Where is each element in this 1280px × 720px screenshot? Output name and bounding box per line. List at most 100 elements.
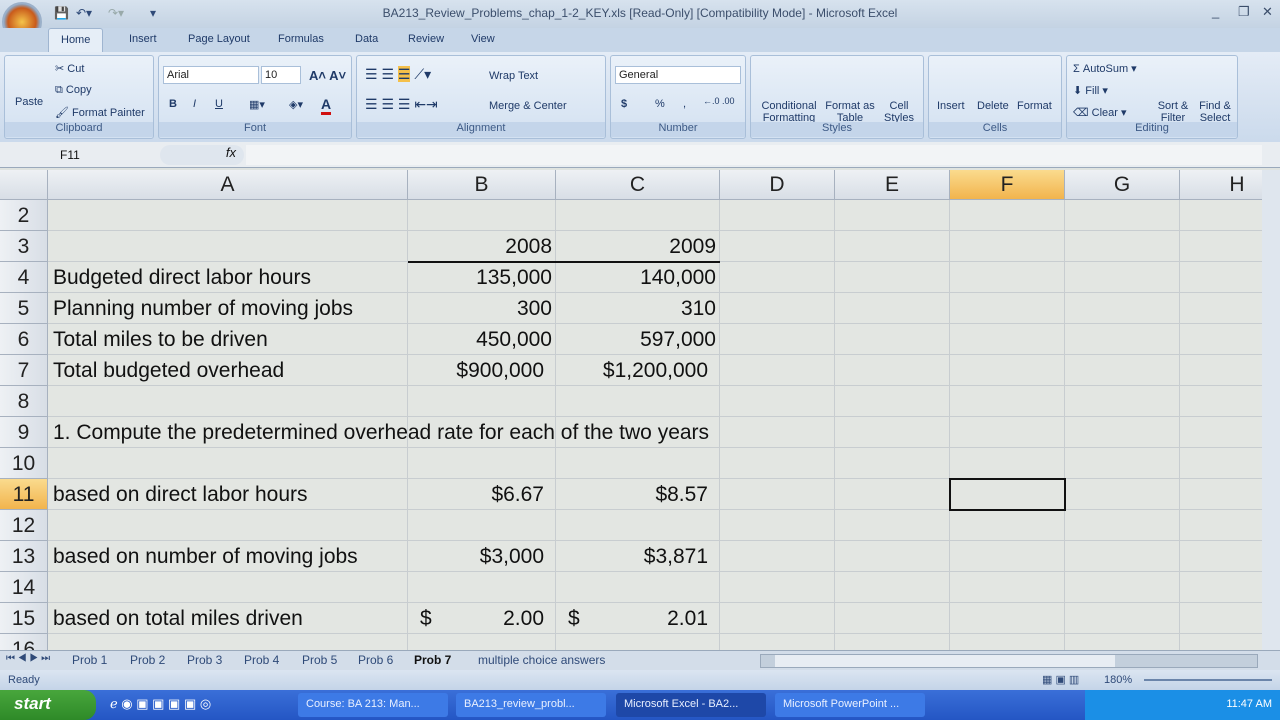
format-button[interactable]: Format (1017, 100, 1052, 112)
tab-review[interactable]: Review (408, 33, 445, 45)
row-header[interactable]: 3 (0, 231, 48, 262)
underline-button[interactable]: U (215, 98, 223, 110)
cell-a7[interactable]: Total budgeted overhead (53, 359, 285, 382)
autosum-button[interactable]: Σ AutoSum ▾ (1073, 63, 1137, 75)
sheet-tab-prob-1[interactable]: Prob 1 (72, 653, 108, 667)
view-buttons[interactable]: ▦ ▣ ▥ (1042, 674, 1080, 686)
column-header-d[interactable]: D (720, 170, 835, 200)
cell-b4[interactable]: 135,000 (476, 266, 552, 289)
delete-button[interactable]: Delete (977, 100, 1009, 112)
fill-button[interactable]: ⬇ Fill ▾ (1073, 85, 1108, 97)
decimal-icon[interactable]: ←.0 .00 (703, 96, 735, 106)
row-header[interactable]: 14 (0, 572, 48, 603)
start-button[interactable]: start (0, 690, 96, 720)
borders-icon[interactable]: ▦▾ (249, 99, 265, 111)
format-painter-button[interactable]: 🖌 Format Painter (55, 107, 145, 119)
cell-a9[interactable]: 1. Compute the predetermined overhead ra… (53, 421, 710, 444)
zoom-level[interactable]: 180% (1104, 674, 1133, 686)
vertical-scrollbar[interactable] (1262, 170, 1280, 650)
taskbar-item[interactable]: Microsoft PowerPoint ... (775, 693, 925, 717)
cell-c15[interactable]: 2.01 (667, 607, 708, 630)
tab-view[interactable]: View (471, 33, 495, 45)
close-icon[interactable]: ✕ (1262, 4, 1273, 19)
column-header-g[interactable]: G (1065, 170, 1180, 200)
cell-c13[interactable]: $3,871 (643, 545, 708, 568)
selected-cell-f11[interactable] (949, 478, 1066, 511)
column-header-b[interactable]: B (408, 170, 556, 200)
minimize-icon[interactable]: _ (1212, 4, 1220, 19)
cell-c5[interactable]: 310 (680, 297, 716, 320)
tab-home[interactable]: Home (48, 28, 104, 52)
number-format-select[interactable]: General (615, 66, 741, 84)
cell-c6[interactable]: 597,000 (640, 328, 716, 351)
sheet-tab-prob-3[interactable]: Prob 3 (187, 653, 223, 667)
cell-a13[interactable]: based on number of moving jobs (53, 545, 358, 568)
horizontal-scrollbar[interactable] (760, 654, 1258, 668)
row-header[interactable]: 5 (0, 293, 48, 324)
tab-data[interactable]: Data (355, 33, 379, 45)
customize-qat-icon[interactable]: ▾ (150, 6, 157, 20)
cell-b5[interactable]: 300 (516, 297, 552, 320)
save-icon[interactable]: 💾 (54, 6, 69, 20)
cut-button[interactable]: ✂ Cut (55, 63, 85, 75)
paste-button[interactable]: Paste (15, 96, 44, 108)
cell-b6[interactable]: 450,000 (476, 328, 552, 351)
insert-function-button[interactable]: fx (160, 145, 244, 165)
cell-a15[interactable]: based on total miles driven (53, 607, 303, 630)
cell-c4[interactable]: 140,000 (640, 266, 716, 289)
italic-button[interactable]: I (193, 98, 197, 110)
scroll-thumb[interactable] (775, 655, 1115, 667)
sheet-tab-prob-2[interactable]: Prob 2 (130, 653, 166, 667)
grow-font-icon[interactable]: A˄ A˅ (309, 68, 347, 83)
row-header[interactable]: 13 (0, 541, 48, 572)
taskbar-item[interactable]: Course: BA 213: Man... (298, 693, 448, 717)
row-header[interactable]: 11 (0, 479, 48, 510)
sheet-tab-prob-7[interactable]: Prob 7 (414, 653, 452, 667)
cell-b13[interactable]: $3,000 (479, 545, 544, 568)
conditional-formatting-button[interactable]: Conditional Formatting (761, 100, 817, 124)
cell-b11[interactable]: $6.67 (491, 483, 544, 506)
font-name-select[interactable]: Arial (163, 66, 259, 84)
taskbar-item[interactable]: Microsoft Excel - BA2... (616, 693, 766, 717)
row-header[interactable]: 10 (0, 448, 48, 479)
row-header[interactable]: 12 (0, 510, 48, 541)
cell-a4[interactable]: Budgeted direct labor hours (53, 266, 311, 289)
cell-c3[interactable]: 2009 (669, 235, 716, 258)
sheet-tab-prob-5[interactable]: Prob 5 (302, 653, 338, 667)
undo-icon[interactable]: ↶▾ (76, 6, 93, 20)
cell-a6[interactable]: Total miles to be driven (53, 328, 268, 351)
cell-b15[interactable]: 2.00 (503, 607, 544, 630)
sheet-nav-icon[interactable]: ⏮ ◀ ▶ ⏭ (6, 653, 51, 664)
font-color-icon[interactable]: A (321, 96, 332, 115)
find-select-button[interactable]: Find & Select (1199, 100, 1231, 124)
column-header-f[interactable]: F (950, 170, 1065, 200)
formula-input[interactable] (246, 145, 1262, 165)
column-header-e[interactable]: E (835, 170, 950, 200)
row-header[interactable]: 6 (0, 324, 48, 355)
row-header[interactable]: 15 (0, 603, 48, 634)
sheet-tab-prob-4[interactable]: Prob 4 (244, 653, 280, 667)
cell-a11[interactable]: based on direct labor hours (53, 483, 308, 506)
row-header[interactable]: 8 (0, 386, 48, 417)
sheet-tab-prob-6[interactable]: Prob 6 (358, 653, 394, 667)
zoom-slider[interactable] (1144, 679, 1272, 681)
cell-c7[interactable]: $1,200,000 (602, 359, 708, 382)
align-left-icon[interactable]: ☰ ☰ ☰ ⇤⇥ (365, 96, 438, 112)
copy-button[interactable]: ⧉ Copy (55, 84, 92, 96)
cell-a5[interactable]: Planning number of moving jobs (53, 297, 354, 320)
restore-icon[interactable]: ❐ (1238, 4, 1250, 19)
currency-button[interactable]: $ (621, 98, 628, 110)
percent-button[interactable]: % (655, 98, 665, 110)
name-box[interactable]: F11 (60, 148, 80, 162)
tab-page-layout[interactable]: Page Layout (188, 33, 250, 45)
tab-formulas[interactable]: Formulas (278, 33, 324, 45)
merge-center-button[interactable]: Merge & Center (489, 100, 567, 112)
insert-button[interactable]: Insert (937, 100, 965, 112)
row-header[interactable]: 2 (0, 200, 48, 231)
cell-c11[interactable]: $8.57 (655, 483, 708, 506)
bold-button[interactable]: B (169, 98, 177, 110)
column-header-h[interactable]: H (1180, 170, 1262, 200)
wrap-text-button[interactable]: Wrap Text (489, 70, 539, 82)
sort-filter-button[interactable]: Sort & Filter (1157, 100, 1189, 124)
cell-styles-button[interactable]: Cell Styles (884, 100, 914, 124)
